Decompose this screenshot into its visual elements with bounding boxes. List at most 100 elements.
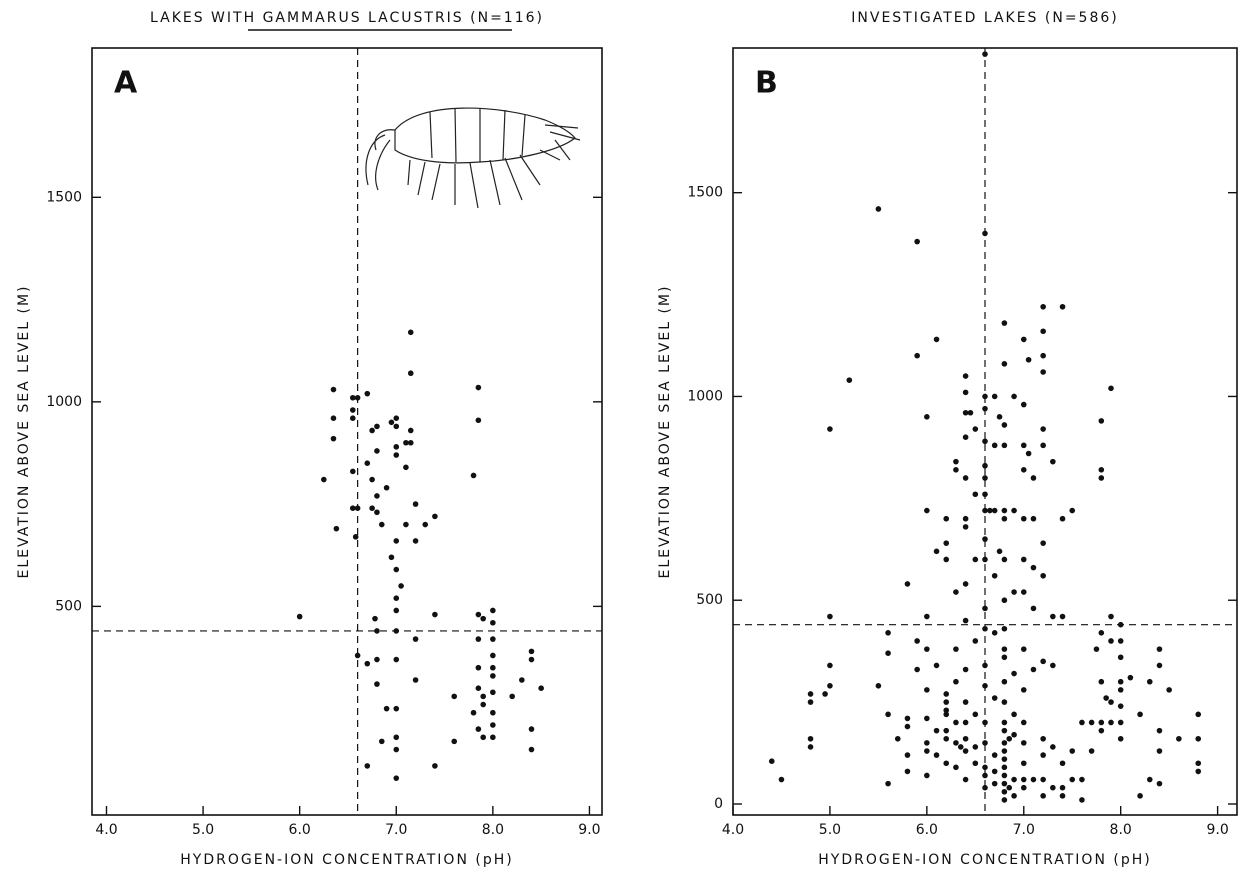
data-point xyxy=(393,628,400,634)
data-point xyxy=(1001,788,1008,795)
data-point xyxy=(1156,646,1163,652)
data-point xyxy=(1098,727,1105,734)
data-point xyxy=(1020,442,1027,449)
data-point xyxy=(1001,678,1008,685)
data-point xyxy=(1059,784,1066,791)
y-tick-label: 1000 xyxy=(687,388,723,404)
data-point xyxy=(1001,556,1008,563)
data-point xyxy=(470,709,477,716)
data-point xyxy=(1040,752,1046,758)
data-point xyxy=(393,734,400,741)
data-point xyxy=(352,534,359,540)
x-tick-label: 9.0 xyxy=(578,822,600,838)
data-point xyxy=(953,678,959,685)
x-tick-label: 5.0 xyxy=(192,822,214,838)
data-point xyxy=(924,687,930,693)
data-point xyxy=(475,726,482,732)
data-point xyxy=(321,476,327,483)
data-point xyxy=(933,727,940,734)
data-point xyxy=(528,746,535,753)
data-point xyxy=(1050,784,1056,791)
data-point xyxy=(1020,784,1027,791)
data-point xyxy=(1011,711,1017,718)
data-point xyxy=(982,491,988,498)
data-point xyxy=(349,505,356,512)
data-point xyxy=(528,726,535,732)
data-point xyxy=(412,677,419,683)
data-point xyxy=(1020,740,1027,746)
data-point xyxy=(924,772,930,779)
data-point xyxy=(987,507,993,514)
data-point xyxy=(982,405,988,412)
data-point xyxy=(982,536,988,542)
data-point xyxy=(1020,401,1027,408)
chart-title: LAKES WITH GAMMARUS LACUSTRIS (N=116) xyxy=(150,10,544,26)
data-point xyxy=(1001,740,1008,746)
data-point xyxy=(972,638,979,644)
data-point xyxy=(475,664,482,671)
data-point xyxy=(1069,507,1076,514)
data-point xyxy=(349,468,356,475)
data-point xyxy=(475,685,482,691)
data-point xyxy=(412,636,419,642)
data-point xyxy=(1069,776,1076,783)
data-point xyxy=(982,764,988,771)
data-point xyxy=(962,434,969,441)
data-point xyxy=(1059,793,1066,799)
panel-label: A xyxy=(114,66,138,101)
data-point xyxy=(1117,638,1124,644)
data-point xyxy=(1050,662,1056,669)
data-point xyxy=(1011,776,1017,783)
data-point xyxy=(1001,748,1008,754)
data-point xyxy=(778,776,785,783)
data-point xyxy=(1001,764,1008,771)
data-point xyxy=(388,554,395,561)
data-point xyxy=(475,417,482,424)
data-point xyxy=(967,409,974,416)
data-point xyxy=(924,646,930,652)
data-point xyxy=(1030,475,1037,481)
data-point xyxy=(943,727,950,734)
data-point xyxy=(827,426,833,432)
data-point xyxy=(982,784,988,791)
data-point xyxy=(1117,703,1124,709)
data-point xyxy=(1030,666,1037,673)
data-point xyxy=(1195,760,1202,767)
data-point xyxy=(962,735,969,742)
data-point xyxy=(1166,687,1172,693)
data-point xyxy=(1025,450,1032,457)
data-point xyxy=(1040,303,1046,310)
data-point xyxy=(490,722,496,728)
data-point xyxy=(528,656,535,663)
data-point xyxy=(374,423,380,430)
data-point xyxy=(982,625,988,632)
data-point xyxy=(1001,699,1008,705)
data-point xyxy=(962,373,969,379)
data-point xyxy=(1011,793,1017,799)
data-point xyxy=(1059,303,1066,310)
data-point xyxy=(432,763,438,769)
data-point xyxy=(1011,670,1017,677)
x-tick-label: 7.0 xyxy=(1013,822,1035,838)
data-point xyxy=(330,435,337,442)
data-point xyxy=(490,619,496,626)
data-point xyxy=(982,662,988,669)
data-point xyxy=(1040,352,1046,359)
data-point xyxy=(991,442,998,449)
data-point xyxy=(1050,458,1056,465)
data-point xyxy=(982,683,988,689)
data-point xyxy=(538,685,544,691)
data-point xyxy=(1127,674,1134,681)
data-point xyxy=(957,744,964,750)
data-point xyxy=(407,370,414,377)
data-point xyxy=(1050,744,1056,750)
data-point xyxy=(393,607,400,614)
data-point xyxy=(490,664,496,671)
data-point xyxy=(943,711,950,718)
data-point xyxy=(943,515,950,522)
data-point xyxy=(953,646,959,652)
data-point xyxy=(1040,540,1046,546)
data-point xyxy=(480,734,486,741)
data-point xyxy=(1137,793,1143,799)
data-point xyxy=(470,472,477,479)
